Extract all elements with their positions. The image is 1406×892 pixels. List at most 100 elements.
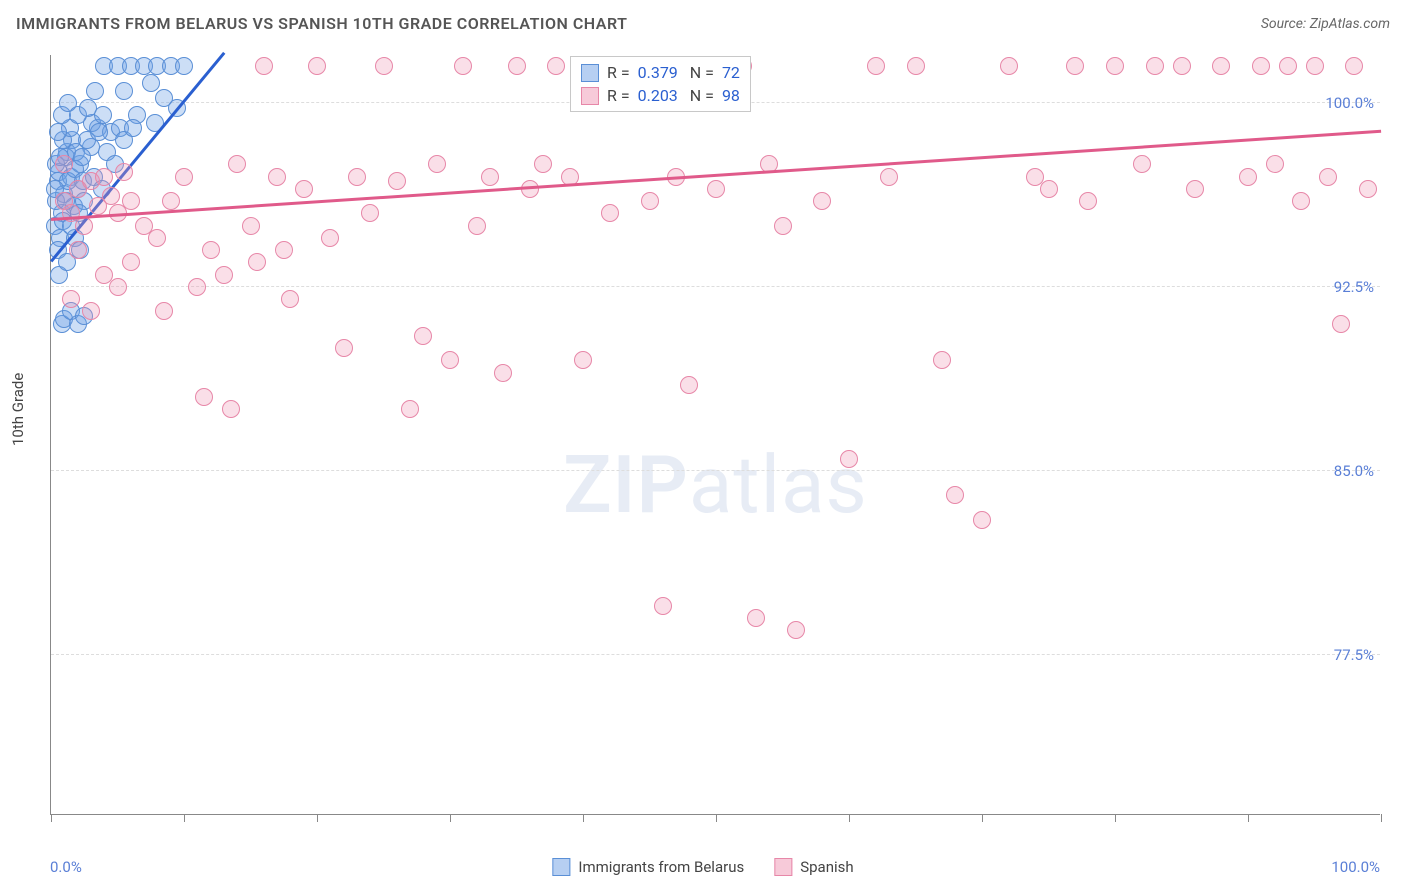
scatter-point [75,217,93,235]
scatter-point [867,57,885,75]
scatter-point [175,57,193,75]
scatter-point [641,192,659,210]
scatter-point [1252,57,1270,75]
scatter-point [109,278,127,296]
watermark-zip: ZIP [563,438,689,532]
swatch-blue [552,858,570,876]
legend-row-blue: R = 0.379 N = 72 [581,61,740,84]
scatter-point [115,163,133,181]
x-tick [1248,814,1249,822]
x-tick [583,814,584,822]
scatter-point [707,180,725,198]
scatter-point [215,266,233,284]
scatter-point [973,511,991,529]
scatter-point [574,351,592,369]
scatter-point [481,168,499,186]
scatter-point [1359,180,1377,198]
scatter-point [375,57,393,75]
scatter-point [122,253,140,271]
scatter-point [1000,57,1018,75]
scatter-point [335,339,353,357]
swatch-pink [581,87,599,105]
scatter-point [680,376,698,394]
scatter-point [1079,192,1097,210]
scatter-point [1186,180,1204,198]
scatter-point [907,57,925,75]
x-tick [184,814,185,822]
x-tick [51,814,52,822]
scatter-point [1173,57,1191,75]
scatter-point [195,388,213,406]
scatter-point [1040,180,1058,198]
scatter-point [428,155,446,173]
scatter-point [1212,57,1230,75]
scatter-point [268,168,286,186]
scatter-point [880,168,898,186]
x-tick [716,814,717,822]
scatter-point [242,217,260,235]
scatter-point [774,217,792,235]
scatter-point [1306,57,1324,75]
gridline [51,470,1380,471]
swatch-blue [581,64,599,82]
scatter-point [122,192,140,210]
scatter-point [228,155,246,173]
scatter-point [275,241,293,259]
scatter-point [508,57,526,75]
scatter-point [308,57,326,75]
scatter-point [534,155,552,173]
bottom-legend-item-blue: Immigrants from Belarus [552,858,744,876]
scatter-point [95,168,113,186]
scatter-point [1239,168,1257,186]
legend-r-label: R = [607,63,630,82]
scatter-point [62,290,80,308]
scatter-point [946,486,964,504]
chart-title: IMMIGRANTS FROM BELARUS VS SPANISH 10TH … [16,14,627,33]
scatter-point [188,278,206,296]
scatter-point [248,253,266,271]
scatter-point [148,229,166,247]
scatter-point [747,609,765,627]
scatter-point [55,155,73,173]
x-axis-label-left: 0.0% [50,858,82,876]
scatter-point [115,82,133,100]
x-tick [450,814,451,822]
swatch-pink [774,858,792,876]
scatter-point [162,192,180,210]
scatter-point [94,106,112,124]
scatter-point [135,217,153,235]
legend-r-val-blue: 0.379 [638,63,678,82]
x-tick [1115,814,1116,822]
source-attribution: Source: ZipAtlas.com [1261,16,1390,32]
scatter-point [86,82,104,100]
y-tick-label: 77.5% [1334,646,1374,664]
x-tick [317,814,318,822]
plot-area: ZIPatlas 77.5%85.0%92.5%100.0% [50,55,1380,815]
bottom-legend-item-pink: Spanish [774,858,853,876]
scatter-point [69,241,87,259]
scatter-point [82,302,100,320]
scatter-point [654,597,672,615]
correlation-legend: R = 0.379 N = 72 R = 0.203 N = 98 [570,56,751,112]
scatter-point [202,241,220,259]
watermark: ZIPatlas [563,438,868,532]
scatter-point [1292,192,1310,210]
bottom-legend-label-pink: Spanish [800,858,853,876]
scatter-point [321,229,339,247]
chart-container: IMMIGRANTS FROM BELARUS VS SPANISH 10TH … [0,0,1406,892]
scatter-point [348,168,366,186]
x-axis-label-right: 100.0% [1331,858,1380,876]
legend-row-pink: R = 0.203 N = 98 [581,84,740,107]
bottom-legend: Immigrants from Belarus Spanish [552,858,853,876]
y-axis-title: 10th Grade [9,373,27,446]
scatter-point [281,290,299,308]
scatter-point [1106,57,1124,75]
scatter-point [454,57,472,75]
scatter-point [102,187,120,205]
legend-r-label: R = [607,86,630,105]
scatter-point [601,204,619,222]
scatter-point [155,302,173,320]
y-tick-label: 100.0% [1325,94,1374,112]
scatter-point [1345,57,1363,75]
scatter-point [494,364,512,382]
